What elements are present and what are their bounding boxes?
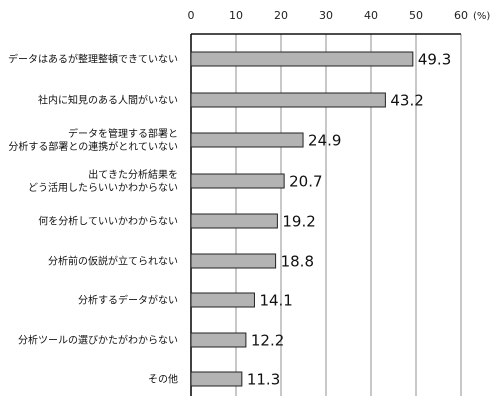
bar [190,213,278,229]
x-tick-label: 30 [319,9,333,22]
bar [190,92,386,108]
x-tick-label: 40 [364,9,378,22]
data-label: 24.9 [308,132,341,150]
bar [190,292,255,308]
category-label: どう活用したらいいかわからない [28,182,178,194]
bar [190,371,243,387]
x-tick-label: 20 [274,9,288,22]
category-label: 分析する部署との連携がとれていない [8,140,178,153]
category-label: データはあるが整理整頓できていない [8,53,178,66]
data-label: 14.1 [259,292,292,310]
category-label: 分析前の仮説が立てられない [48,255,178,268]
x-tick-label: 10 [229,9,243,22]
data-label: 11.3 [247,371,280,389]
bar [190,132,304,148]
data-label: 43.2 [390,92,423,110]
data-label: 18.8 [281,253,314,271]
bar [190,173,285,189]
category-label: 分析するデータがない [78,294,178,307]
x-tick-label: 0 [188,9,195,22]
data-label: 20.7 [289,173,322,191]
category-label: データを管理する部署と [68,127,178,140]
category-label: 分析ツールの選びかたがわからない [18,334,178,347]
category-label: 何を分析していいかわからない [38,215,178,228]
bar [190,253,277,269]
category-label: 出てきた分析結果を [88,168,178,181]
x-tick-label: 50 [409,9,423,22]
category-label: その他 [148,373,178,386]
unit-label: (%) [473,11,490,22]
data-label: 19.2 [282,213,315,231]
data-label: 12.2 [251,332,284,350]
x-tick-label: 60 [454,9,468,22]
bar [190,51,414,67]
category-label: 社内に知見のある人間がいない [38,94,178,107]
data-label: 49.3 [418,51,451,69]
bar [190,332,247,348]
